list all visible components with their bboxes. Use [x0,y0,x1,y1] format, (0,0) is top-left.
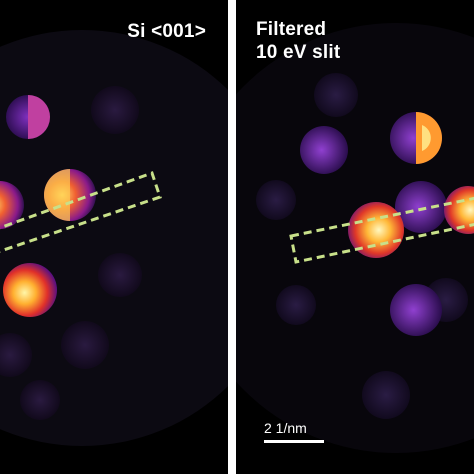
filtered-diffraction-image [236,23,474,453]
energy-filter-label: Filtered 10 eV slit [256,18,340,64]
scale-bar: 2 1/nm [264,420,324,443]
unfiltered-diffraction-image [0,30,228,446]
crystal-orientation-label: Si <001> [127,21,206,42]
scale-bar-line [264,440,324,443]
energy-filter-line2: 10 eV slit [256,42,341,63]
unfiltered-diffraction-panel: Si <001> [0,0,228,474]
energy-filter-line1: Filtered [256,19,327,40]
panel-divider [228,0,236,474]
filtered-diffraction-panel: Filtered 10 eV slit 2 1/nm [236,0,474,474]
scale-bar-label: 2 1/nm [264,420,307,436]
